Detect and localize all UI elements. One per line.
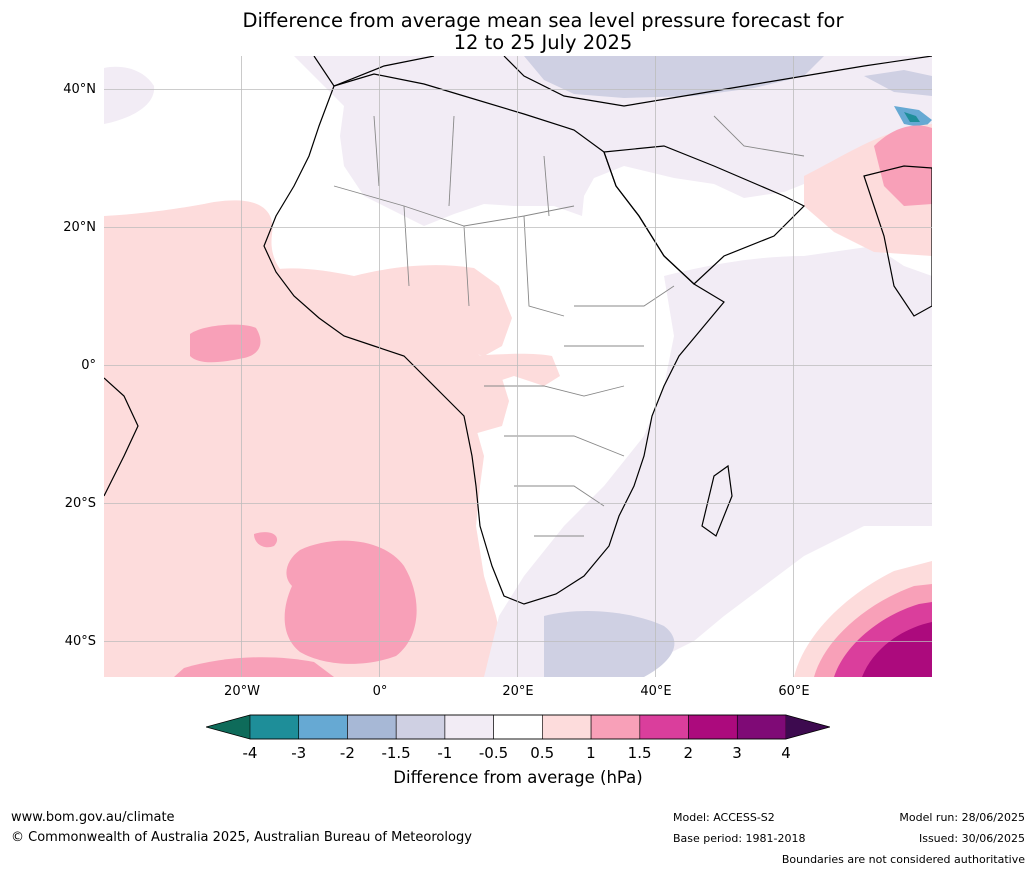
south-atlantic-pink-lower: [174, 657, 334, 677]
colorbar-tick: 1.5: [627, 744, 652, 762]
lon-label-20e: 20°E: [502, 684, 534, 699]
colorbar-scale: [204, 714, 832, 740]
mediterranean-negative: [524, 56, 824, 98]
footer-copyright: © Commonwealth of Australia 2025, Austra…: [11, 830, 472, 845]
colorbar-tick: -2: [339, 744, 355, 762]
lon-label-20w: 20°W: [224, 684, 260, 699]
colorbar-cell: [736, 714, 787, 740]
lon-label-60e: 60°E: [778, 684, 810, 699]
colorbar-cell: [249, 714, 300, 740]
colorbar-low-extend: [206, 715, 250, 739]
footer-website: www.bom.gov.au/climate: [11, 810, 175, 825]
colorbar-cell: [493, 714, 543, 740]
europe-coastline: [313, 56, 932, 107]
colorbar-tick: -0.5: [478, 744, 509, 762]
country-borders: [333, 115, 805, 537]
colorbar-cell: [639, 714, 689, 740]
colorbar-tick: -3: [291, 744, 307, 762]
lat-label-40s: 40°S: [64, 634, 96, 649]
colorbar-cell: [590, 714, 641, 740]
title-line-1: Difference from average mean sea level p…: [242, 9, 844, 32]
south-america-coastline: [104, 377, 139, 497]
graticule: [104, 56, 932, 677]
colorbar-cell: [298, 714, 348, 740]
southern-ocean-negative-deep: [544, 611, 675, 677]
colorbar-cell: [542, 714, 592, 740]
lat-label-20n: 20°N: [63, 220, 96, 235]
atlantic-negative-west: [104, 66, 155, 124]
india-outline: [863, 165, 932, 317]
colorbar-high-extend: [786, 715, 830, 739]
southern-indian-positive-deep: [862, 622, 932, 677]
himalaya-core-negative: [904, 112, 920, 122]
colorbar: [204, 711, 832, 743]
lon-label-0: 0°: [372, 684, 388, 699]
title-line-2: 12 to 25 July 2025: [453, 31, 633, 54]
map-panel: [104, 56, 932, 677]
colorbar-tick: 2: [683, 744, 694, 762]
south-atlantic-pink-blob: [254, 532, 278, 548]
lat-label-0: 0°: [81, 358, 96, 373]
colorbar-tick: 3: [732, 744, 742, 762]
lat-label-20s: 20°S: [64, 496, 96, 511]
madagascar-outline: [701, 464, 733, 537]
colorbar-tick: -1.5: [381, 744, 411, 762]
west-africa-positive-anomaly: [272, 265, 512, 356]
map-title: Difference from average mean sea level p…: [0, 10, 1035, 54]
footer-model: Model: ACCESS-S2: [673, 811, 775, 824]
colorbar-tick: 0.5: [530, 744, 555, 762]
indian-ocean-negative-anomaly: [484, 246, 932, 677]
congo-coast-positive: [454, 353, 560, 386]
anomaly-map: [104, 56, 932, 677]
lat-label-40n: 40°N: [63, 82, 96, 97]
atlantic-pink-patch: [190, 324, 261, 363]
south-atlantic-pink-blob-large: [284, 540, 417, 664]
colorbar-title: Difference from average (hPa): [393, 768, 643, 787]
colorbar-tick: -1: [437, 744, 453, 762]
north-africa-negative-anomaly: [294, 56, 932, 226]
colorbar-tick: -4: [242, 744, 258, 762]
colorbar-cell: [444, 714, 494, 740]
arabia-outline: [603, 145, 806, 285]
colorbar-cell: [395, 714, 446, 740]
footer-issued: Issued: 30/06/2025: [918, 832, 1025, 845]
colorbar-cell: [688, 714, 738, 740]
colorbar-tick: 1: [586, 744, 596, 762]
footer-model-run: Model run: 28/06/2025: [899, 811, 1025, 824]
lon-label-40e: 40°E: [640, 684, 672, 699]
colorbar-cell: [347, 714, 397, 740]
footer-disclaimer: Boundaries are not considered authoritat…: [781, 853, 1025, 866]
colorbar-tick: 4: [781, 744, 791, 762]
footer-base-period: Base period: 1981-2018: [673, 832, 806, 845]
